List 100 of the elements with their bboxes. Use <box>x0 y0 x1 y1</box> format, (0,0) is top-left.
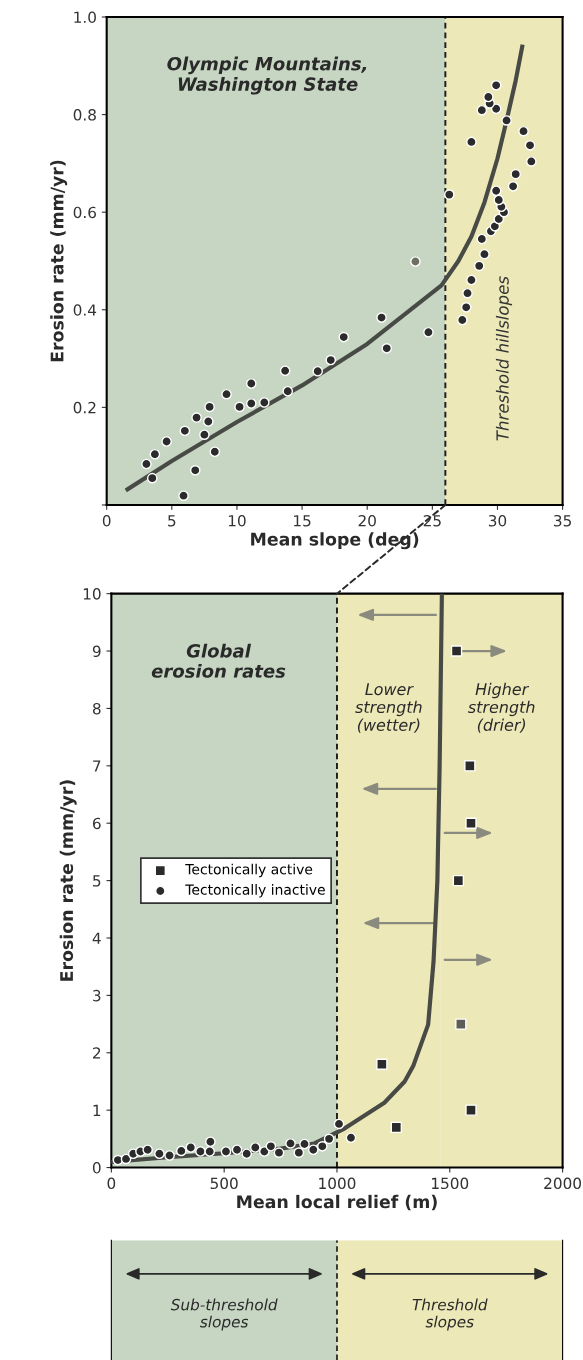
point <box>195 1146 206 1157</box>
point <box>345 1132 357 1144</box>
band-label: Lower strength (wetter) <box>355 683 422 733</box>
y-tick-label: 0.2 <box>73 401 96 414</box>
x-tick-label: 5 <box>168 515 176 527</box>
y-tick-label: 3 <box>93 989 101 1002</box>
point <box>312 365 324 377</box>
x-tick-label: 35 <box>554 514 571 527</box>
x-tick-label: 1500 <box>432 1177 469 1190</box>
point <box>245 398 257 409</box>
point <box>120 1153 132 1165</box>
point <box>325 354 337 366</box>
band-label: Higher strength (drier) <box>468 682 535 733</box>
y-tick-label: 0 <box>92 1162 101 1174</box>
point <box>146 472 158 484</box>
y-tick-label: 4 <box>92 932 101 944</box>
y-tick-label: 0.4 <box>73 304 97 316</box>
y-tick-label: 10 <box>83 588 101 600</box>
x-axis-title: Mean local relief (m) <box>237 1194 437 1211</box>
point <box>149 448 161 460</box>
point <box>466 136 477 148</box>
point <box>338 331 350 343</box>
point <box>381 343 393 354</box>
y-tick-label: 9 <box>92 645 101 658</box>
point <box>164 1150 175 1161</box>
point <box>376 312 387 323</box>
y-tick-label: 7 <box>93 760 101 772</box>
point <box>249 1142 261 1153</box>
point <box>333 1118 345 1130</box>
point <box>299 1138 310 1150</box>
point <box>175 1145 187 1157</box>
x-tick-label: 500 <box>210 1177 238 1190</box>
point <box>234 401 245 413</box>
point <box>476 233 488 245</box>
point <box>423 326 434 338</box>
point <box>443 189 455 200</box>
point <box>241 1148 253 1160</box>
point <box>205 1136 216 1148</box>
point <box>204 401 215 413</box>
x-tick-label: 10 <box>228 514 246 527</box>
point <box>209 446 221 458</box>
x-axis-title: Mean slope (deg) <box>251 532 419 550</box>
point <box>231 1144 243 1156</box>
point <box>524 140 536 151</box>
point <box>178 490 189 501</box>
x-tick-label: 30 <box>488 514 507 527</box>
point <box>161 436 172 447</box>
point <box>185 1142 197 1153</box>
legend-label: Tectonically inactive <box>185 884 325 898</box>
y-tick-label: 8 <box>92 702 101 715</box>
point <box>204 1146 216 1157</box>
point <box>465 1104 477 1116</box>
point <box>452 874 465 887</box>
y-tick-label: 0.6 <box>73 206 97 219</box>
point <box>476 104 488 116</box>
y-tick-label: 1.0 <box>74 11 96 24</box>
point <box>473 260 485 272</box>
x-tick-label: 25 <box>423 514 441 527</box>
point <box>455 1018 467 1030</box>
point <box>493 194 505 206</box>
point <box>179 425 191 437</box>
point <box>323 1133 335 1145</box>
point <box>202 416 214 427</box>
point <box>199 429 210 441</box>
point <box>279 365 291 377</box>
point <box>456 314 468 326</box>
line-series <box>125 44 525 492</box>
point <box>507 181 519 192</box>
x-tick-label: 15 <box>294 515 311 527</box>
text: Global erosion rates <box>151 643 286 678</box>
y-tick-label: 6 <box>92 817 101 830</box>
point <box>259 397 270 408</box>
point <box>479 248 490 260</box>
point <box>141 458 152 470</box>
y-tick-label: 2 <box>93 1047 101 1059</box>
point <box>501 115 512 126</box>
line-series <box>111 593 444 1164</box>
point <box>220 1146 232 1157</box>
point <box>464 760 476 772</box>
x-tick-label: 2000 <box>544 1177 582 1190</box>
y-tick-label: 0.8 <box>73 109 96 121</box>
point <box>245 378 257 389</box>
y-axis-title: Erosion rate (mm/yr) <box>50 160 68 362</box>
point <box>376 1058 388 1070</box>
point <box>259 1146 270 1157</box>
x-tick-label: 20 <box>358 514 376 527</box>
point <box>293 1147 305 1158</box>
text: Threshold slopes <box>412 1298 488 1331</box>
point <box>307 1144 319 1156</box>
point <box>142 1144 153 1156</box>
point <box>410 256 421 267</box>
point <box>483 91 494 103</box>
point <box>460 302 472 313</box>
point <box>490 80 502 91</box>
point <box>450 645 463 657</box>
y-axis-title: Erosion rate (mm/yr) <box>59 780 77 981</box>
text: Olympic Mountains, Washington State <box>167 56 367 95</box>
point <box>317 1141 328 1152</box>
point <box>526 156 537 167</box>
band-label: Threshold hillslopes <box>495 276 513 441</box>
